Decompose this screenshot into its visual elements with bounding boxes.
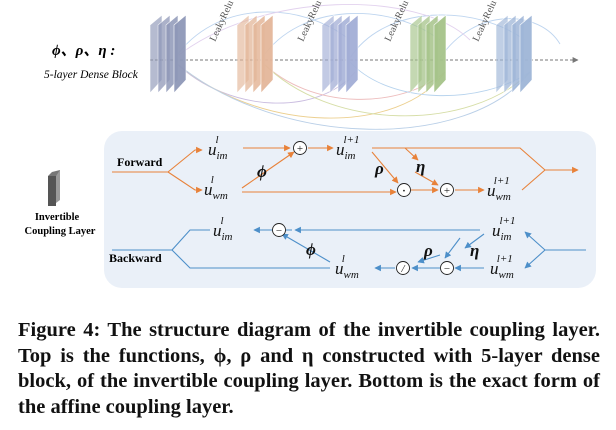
dense-block-label: 5-layer Dense Block (44, 69, 139, 81)
eta-forward: η (416, 157, 425, 176)
svg-text:+: + (444, 185, 450, 197)
svg-text:·: · (402, 185, 406, 197)
svg-text:+: + (297, 143, 303, 155)
add-operator-forward-1 (293, 141, 307, 155)
caption-text: The structure diagram of the invertible … (18, 319, 601, 418)
var-u-wm-l-forward: uwml (204, 174, 228, 202)
eta-backward: η (470, 241, 479, 260)
functions-label: ϕ、ρ、η : (52, 43, 115, 59)
rho-forward: ρ (374, 159, 384, 178)
coupling-layer-diagram: ϕ、ρ、η : 5-layer Dense Block LeakyRelu Le… (25, 0, 596, 288)
activation-label: LeakyRelu (296, 0, 325, 43)
activation-label: LeakyRelu (208, 0, 237, 43)
rho-backward: ρ (423, 241, 433, 260)
var-u-im-l1-forward: uiml+1 (336, 134, 359, 162)
svg-text:/: / (400, 263, 405, 275)
operator-symbols: + · + − / − (276, 143, 450, 275)
multiply-operator-forward (397, 183, 411, 197)
coupling-panel (104, 131, 596, 288)
dense-layer-slice (260, 14, 274, 94)
dense-layer-blocks (149, 14, 533, 94)
backward-paths (112, 226, 586, 272)
divide-operator-backward (396, 261, 410, 275)
subtract-operator-backward-2 (440, 261, 454, 275)
figure-caption: Figure 4: The structure diagram of the i… (18, 318, 600, 420)
caption-label: Figure 4: (18, 319, 101, 341)
phi-backward: ϕ (306, 240, 316, 259)
backward-variables: uiml uwml uiml+1 uwml+1 ϕ ρ η (213, 215, 515, 281)
activation-label: LeakyRelu (471, 0, 500, 43)
legend-label-line2: Coupling Layer (25, 226, 96, 237)
add-operator-forward-2 (440, 183, 454, 197)
var-u-wm-l1-backward: uwml+1 (490, 253, 514, 281)
var-u-im-l-backward: uiml (213, 215, 233, 243)
svg-text:−: − (276, 225, 282, 237)
dense-layer-slice (433, 14, 447, 94)
forward-variables: uiml uwml uiml+1 uwml+1 ϕ ρ η (204, 134, 511, 203)
forward-paths (112, 144, 579, 196)
var-u-im-l-forward: uiml (208, 134, 228, 162)
coupling-layer-legend-icon (48, 170, 60, 206)
subtract-operator-backward-1 (272, 223, 286, 237)
dense-layer-slice (519, 14, 533, 94)
forward-label: Forward (117, 155, 163, 169)
var-u-wm-l-backward: uwml (335, 253, 359, 281)
operators (272, 141, 454, 275)
svg-text:−: − (444, 263, 450, 275)
phi-forward: ϕ (257, 162, 267, 181)
dense-layer-slice (345, 14, 359, 94)
backward-label: Backward (109, 251, 162, 265)
legend-label-line1: Invertible (35, 212, 80, 223)
var-u-im-l1-backward: uiml+1 (492, 215, 515, 243)
var-u-wm-l1-forward: uwml+1 (487, 175, 511, 203)
dense-layer-slice (173, 14, 187, 94)
